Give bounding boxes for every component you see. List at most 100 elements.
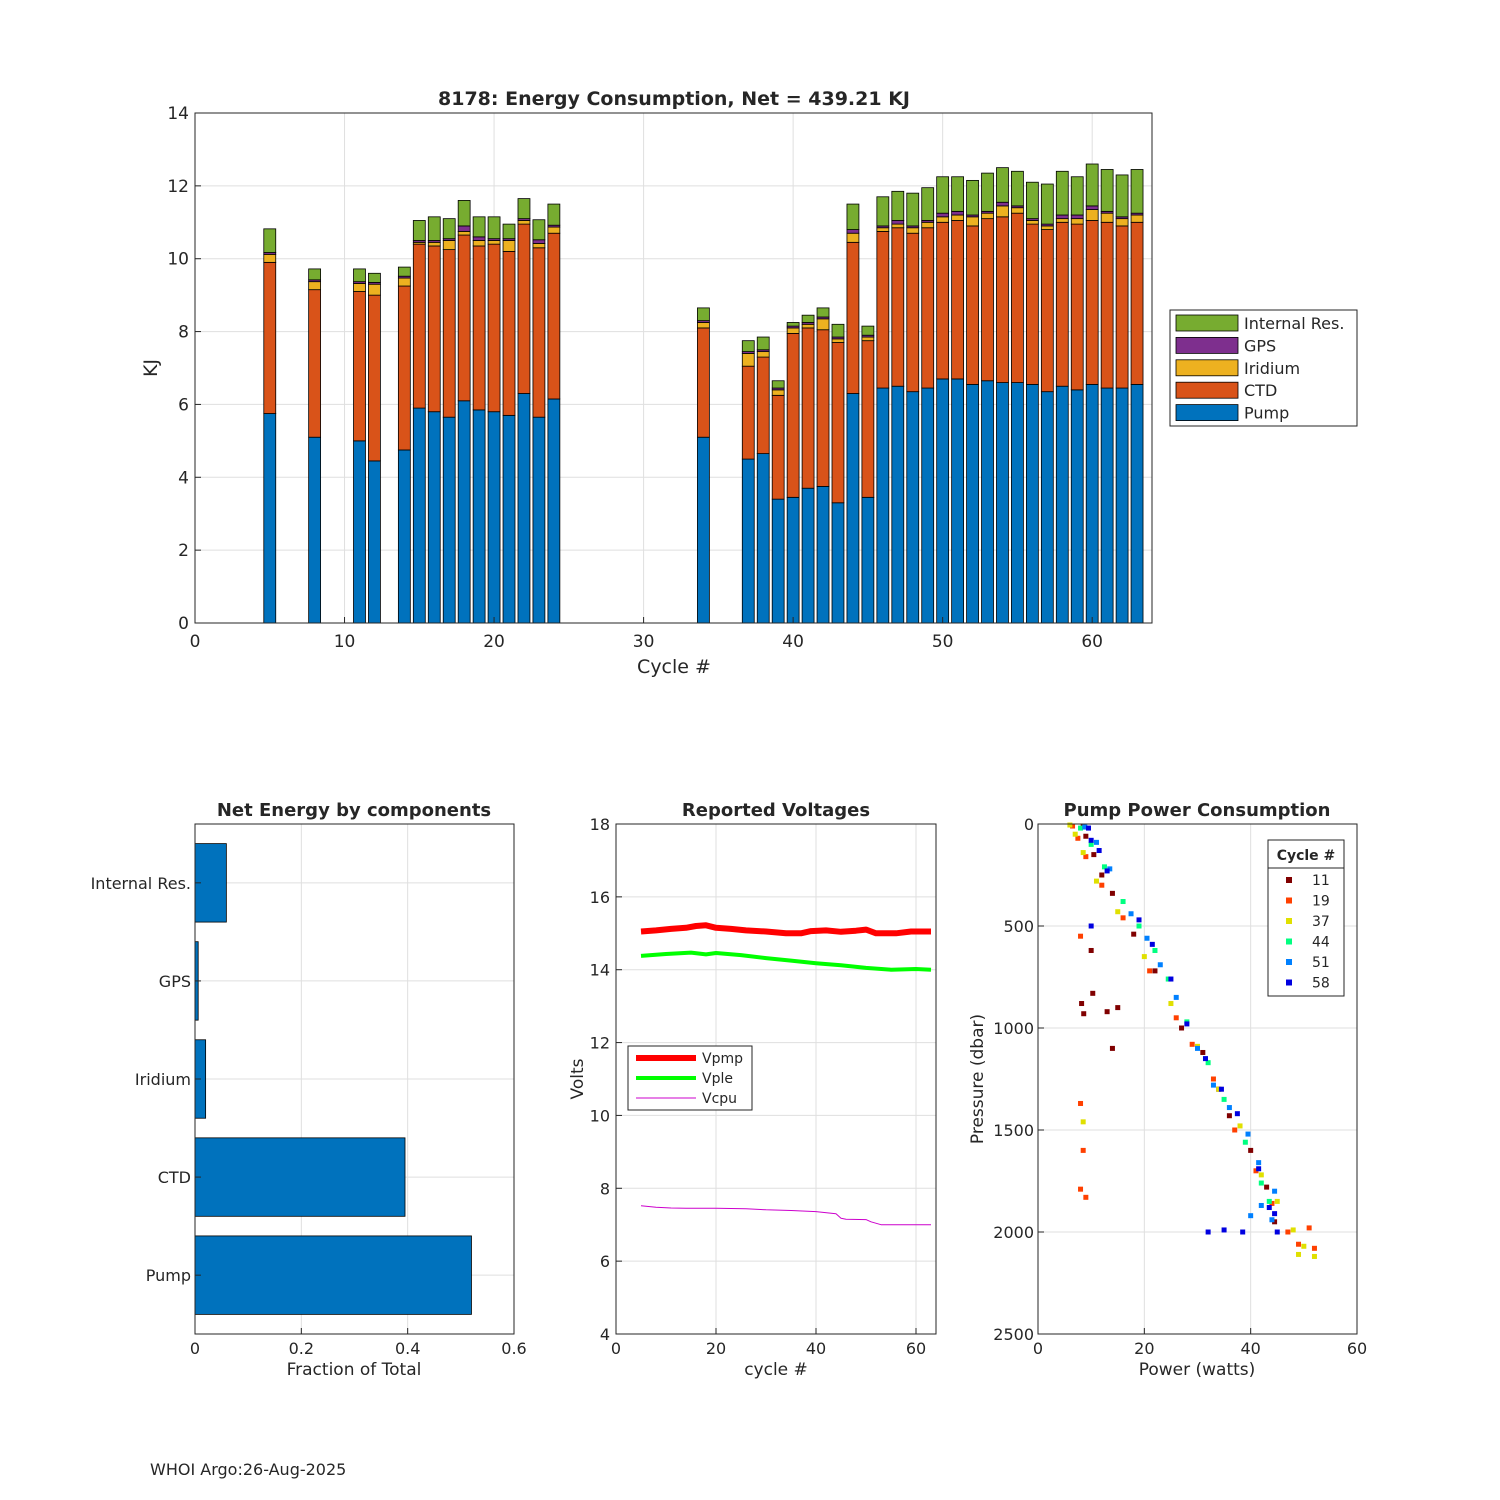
pump-point-cycle-58: [1202, 1056, 1208, 1062]
energy-consumption-chart: 0 10 20 30 40 50 60 0 2 4 6 8 10 12 14 8178: Energy Co…: [140, 88, 1358, 678]
energy-bar-iridium-cycle-20: [487, 240, 501, 245]
energy-bar-pump-cycle-45: [861, 496, 875, 624]
components-category-label: Internal Res.: [91, 874, 191, 893]
pump-legend-label: 51: [1312, 955, 1330, 971]
pump-point-cycle-11: [1179, 1025, 1185, 1031]
energy-bar-internal-res-cycle-11: [353, 268, 366, 283]
energy-bar-iridium-cycle-54: [996, 205, 1009, 218]
energy-bar-gps-cycle-51: [951, 210, 964, 216]
energy-bar-iridium-cycle-52: [966, 216, 979, 227]
pump-point-cycle-19: [1232, 1127, 1238, 1133]
components-bar-pump: [194, 1235, 472, 1315]
pump-point-cycle-44: [1205, 1060, 1211, 1066]
energy-bar-gps-cycle-19: [472, 236, 486, 241]
energy-ytick-label: 4: [178, 468, 189, 488]
pump-point-cycle-19: [1306, 1225, 1312, 1231]
energy-bar-ctd-cycle-56: [1025, 223, 1039, 385]
energy-bar-ctd-cycle-60: [1085, 220, 1099, 385]
pump-point-cycle-11: [1272, 1219, 1278, 1225]
energy-bar-pump-cycle-15: [412, 407, 426, 624]
energy-bar-internal-res-cycle-56: [1025, 181, 1039, 220]
pump-point-cycle-37: [1258, 1172, 1264, 1178]
energy-bar-iridium-cycle-59: [1070, 218, 1084, 225]
pump-point-cycle-19: [1253, 1168, 1259, 1174]
pump-legend-title: Cycle #: [1277, 848, 1336, 864]
energy-bar-iridium-cycle-14: [397, 277, 411, 287]
pump-title: Pump Power Consumption: [1064, 800, 1331, 821]
energy-bar-iridium-cycle-49: [921, 221, 935, 229]
energy-bar-iridium-cycle-43: [831, 338, 845, 343]
energy-bar-ctd-cycle-39: [771, 394, 785, 500]
energy-ylabel: KJ: [140, 359, 162, 377]
components-xtick-label: 0.6: [501, 1339, 526, 1358]
pump-point-cycle-37: [1093, 878, 1099, 884]
energy-bar-internal-res-cycle-47: [891, 190, 905, 221]
pump-point-cycle-58: [1136, 917, 1142, 923]
pump-point-cycle-51: [1248, 1213, 1254, 1219]
energy-bar-pump-cycle-37: [741, 458, 755, 624]
energy-bar-iridium-cycle-38: [756, 351, 770, 358]
energy-bar-pump-cycle-50: [936, 378, 950, 624]
energy-bar-ctd-cycle-43: [831, 342, 845, 504]
energy-bar-pump-cycle-21: [502, 414, 516, 624]
pump-point-cycle-44: [1078, 825, 1084, 831]
energy-bar-gps-cycle-47: [891, 220, 905, 225]
pump-point-cycle-44: [1088, 841, 1094, 847]
energy-bar-pump-cycle-43: [831, 502, 845, 624]
energy-bar-pump-cycle-41: [801, 487, 815, 624]
energy-bar-ctd-cycle-8: [308, 289, 322, 438]
energy-bar-internal-res-cycle-37: [741, 340, 755, 353]
pump-point-cycle-11: [1109, 890, 1115, 896]
components-bars: [194, 843, 472, 1315]
pump-point-cycle-19: [1083, 854, 1089, 860]
energy-bar-internal-res-cycle-16: [427, 216, 441, 241]
energy-xtick-label: 10: [334, 632, 356, 652]
energy-bar-gps-cycle-59: [1070, 214, 1084, 220]
pump-point-cycle-19: [1070, 823, 1076, 829]
energy-bar-pump-cycle-61: [1100, 387, 1114, 624]
energy-bar-pump-cycle-48: [906, 391, 920, 624]
energy-bar-gps-cycle-18: [457, 225, 471, 232]
energy-bar-internal-res-cycle-38: [756, 336, 770, 351]
energy-bar-ctd-cycle-23: [532, 247, 546, 418]
energy-bar-pump-cycle-8: [308, 436, 322, 624]
pump-xtick-label: 20: [1134, 1339, 1154, 1358]
energy-bar-iridium-cycle-53: [981, 212, 994, 220]
energy-xtick-label: 60: [1081, 632, 1103, 652]
pump-point-cycle-51: [1128, 911, 1134, 917]
voltages-ytick-label: 4: [600, 1325, 610, 1344]
energy-ytick-label: 0: [178, 614, 189, 634]
pump-point-cycle-51: [1195, 1045, 1200, 1051]
energy-legend-swatch: [1175, 336, 1239, 354]
energy-bar-pump-cycle-42: [816, 485, 830, 624]
voltage-line-vpmp: [640, 922, 931, 937]
energy-bar-internal-res-cycle-17: [442, 218, 456, 240]
pump-point-cycle-11: [1090, 990, 1096, 996]
energy-bar-pump-cycle-23: [532, 416, 546, 624]
energy-bar-ctd-cycle-61: [1100, 221, 1114, 389]
pump-ytick-label: 0: [1024, 815, 1034, 834]
energy-bar-iridium-cycle-51: [951, 214, 964, 221]
energy-bar-ctd-cycle-63: [1130, 221, 1144, 385]
pump-point-cycle-11: [1226, 1113, 1232, 1119]
pump-point-cycle-51: [1082, 824, 1088, 830]
voltages-ytick-label: 16: [590, 888, 610, 907]
pump-point-cycle-44: [1242, 1139, 1248, 1145]
pump-legend-marker: [1286, 938, 1292, 945]
energy-ytick-label: 2: [178, 541, 189, 561]
pump-legend-marker: [1286, 979, 1292, 986]
pump-point-cycle-58: [1096, 848, 1102, 854]
voltages-legend-label: Vcpu: [702, 1091, 737, 1107]
energy-bar-internal-res-cycle-12: [368, 272, 381, 283]
energy-bar-ctd-cycle-17: [442, 249, 456, 418]
pump-point-cycle-11: [1088, 947, 1094, 953]
pump-point-cycle-19: [1147, 968, 1153, 974]
energy-bar-ctd-cycle-15: [412, 243, 426, 409]
energy-bar-pump-cycle-52: [966, 383, 979, 624]
pump-xtick-label: 40: [1240, 1339, 1260, 1358]
pump-point-cycle-51: [1107, 866, 1113, 872]
energy-bar-internal-res-cycle-55: [1011, 170, 1024, 207]
pump-legend-marker: [1286, 897, 1292, 904]
pump-point-cycle-58: [1274, 1229, 1280, 1235]
energy-bar-internal-res-cycle-19: [472, 216, 486, 238]
